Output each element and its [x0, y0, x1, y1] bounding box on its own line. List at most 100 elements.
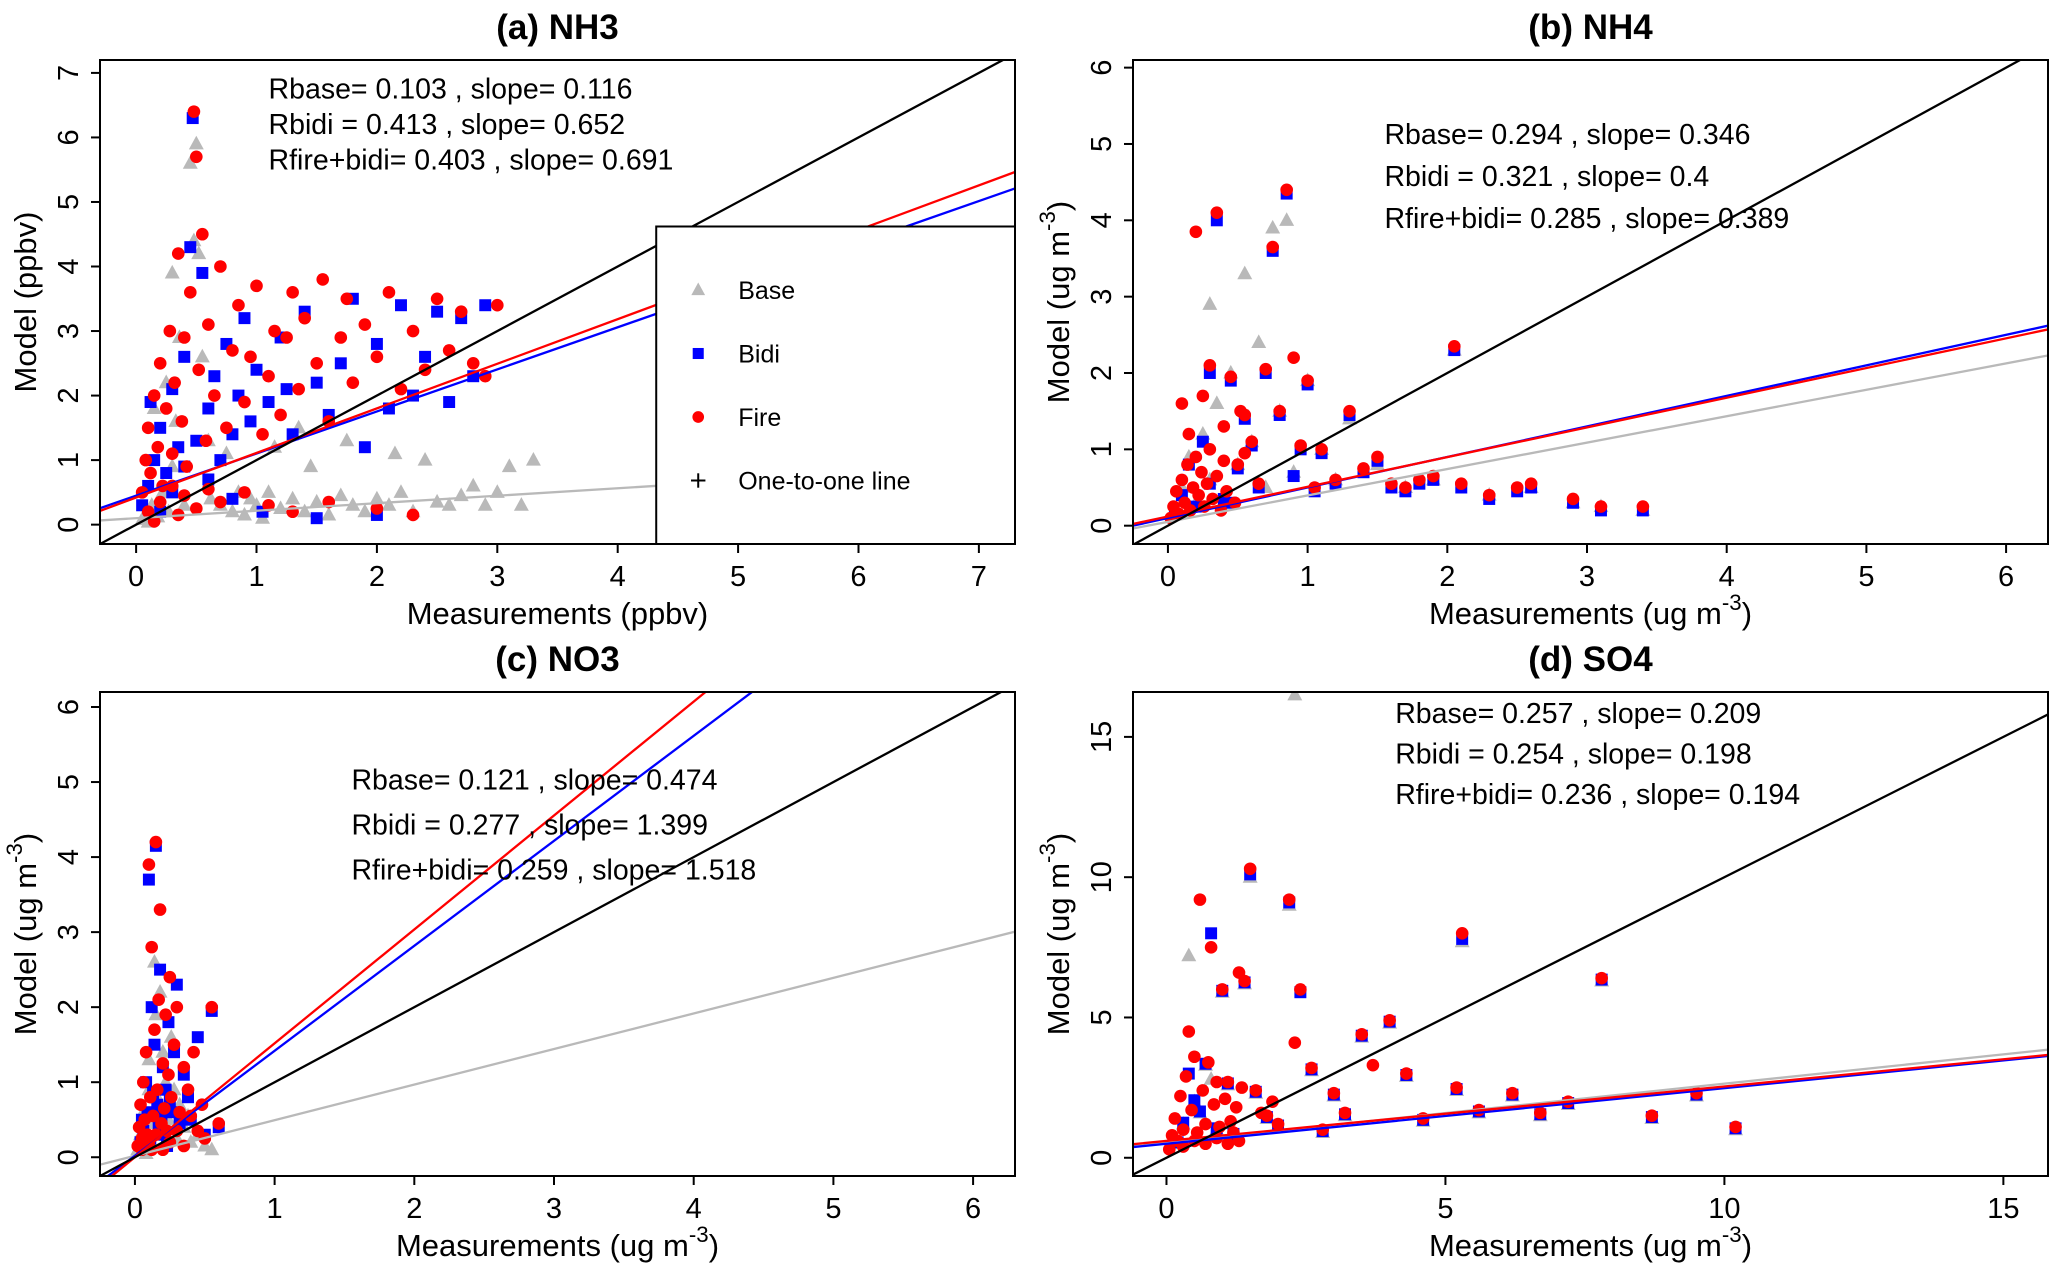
fit-line-base [1133, 354, 2048, 530]
x-tick-label: 4 [1719, 561, 1735, 593]
x-axis: 0 5 10 15 [1158, 1176, 2019, 1225]
x-tick-label: 6 [1998, 561, 2014, 593]
fit-line-one-to-one [1133, 713, 2048, 1176]
x-tick-label: 3 [546, 1193, 562, 1225]
legend-entry-fire: Fire [692, 404, 781, 432]
legend-entry-bidi: Bidi [692, 340, 780, 368]
x-axis: 0 1 2 3 4 5 6 7 [128, 544, 987, 593]
plot-area [100, 60, 1015, 544]
x-tick-label: 2 [406, 1193, 422, 1225]
plot-area [100, 692, 1015, 1176]
y-tick-label: 0 [53, 1149, 85, 1165]
x-tick-label: 6 [850, 561, 866, 593]
y-tick-label: 4 [53, 258, 85, 274]
x-tick-label: 3 [489, 561, 505, 593]
x-tick-label: 1 [267, 1193, 283, 1225]
panel-b: (b) NH4 0 1 2 3 4 5 6 0 1 2 3 4 5 6 Measurements (ug m… [1033, 0, 2066, 632]
x-tick-label: 3 [1579, 561, 1595, 593]
y-tick-label: 1 [53, 1074, 85, 1090]
x-tick-label: 4 [610, 561, 626, 593]
panel-b-title: (b) NH4 [1528, 8, 1653, 47]
fit-line-bidi [1133, 1054, 2048, 1149]
x-tick-label: 0 [1158, 1193, 1174, 1225]
y-tick-label: 6 [53, 699, 85, 715]
panel-a-plot: Base Bidi Fire One-to-one line 0 1 2 3 4 5 6 7 0 1 2 3 4… [8, 59, 1016, 631]
series-fire [1164, 183, 1650, 525]
x-tick-label: 5 [1437, 1193, 1453, 1225]
y-tick-label: 2 [53, 388, 85, 404]
y-tick-label: 0 [53, 517, 85, 533]
x-tick-label: 5 [825, 1193, 841, 1225]
x-tick-label: 1 [1300, 561, 1316, 593]
x-tick-label: 7 [971, 561, 987, 593]
y-tick-label: 2 [53, 999, 85, 1015]
x-tick-label: 6 [965, 1193, 981, 1225]
y-tick-label: 0 [1086, 1150, 1118, 1166]
fit-line-base [100, 930, 1015, 1166]
x-tick-label: 0 [128, 561, 144, 593]
x-axis: 0 1 2 3 4 5 6 [1160, 544, 2014, 593]
panel-a: (a) NH3 Base Bidi Fire One-to-one line 0 1 2 3 4… [0, 0, 1033, 632]
y-tick-label: 1 [1086, 441, 1118, 457]
panel-c-title: (c) NO3 [495, 640, 620, 679]
x-tick-label: 10 [1708, 1193, 1740, 1225]
stats-line: Rfire+bidi= 0.259 , slope= 1.518 [351, 855, 756, 887]
y-tick-label: 0 [1086, 518, 1118, 534]
legend-entry-one-to-one-line: One-to-one line [691, 467, 911, 495]
plot-border [99, 691, 1016, 1177]
x-axis: 0 1 2 3 4 5 6 [127, 1176, 981, 1225]
x-tick-label: 4 [686, 1193, 702, 1225]
y-tick-label: 5 [53, 194, 85, 210]
panel-d-title: (d) SO4 [1528, 640, 1653, 679]
x-tick-label: 5 [730, 561, 746, 593]
y-tick-label: 7 [53, 65, 85, 81]
plot-border [99, 59, 1016, 545]
x-tick-label: 1 [248, 561, 264, 593]
series-fire [135, 105, 504, 528]
plot-border [1132, 59, 2049, 545]
series-base [134, 135, 541, 528]
panel-a-title: (a) NH3 [496, 8, 619, 47]
x-axis-label: Measurements (ug m-3) [396, 1222, 719, 1263]
panel-c: (c) NO3 0 1 2 3 4 5 6 0 1 2 3 4 5 6 Measurements (ug m… [0, 632, 1033, 1264]
y-axis-label: Model (ppbv) [8, 212, 43, 393]
legend-entry-base: Base [691, 277, 795, 305]
y-tick-label: 2 [1086, 365, 1118, 381]
x-tick-label: 5 [1858, 561, 1874, 593]
x-axis-label: Measurements (ug m-3) [1429, 1222, 1752, 1263]
stats-line: Rbase= 0.294 , slope= 0.346 [1384, 119, 1750, 151]
y-axis-label: Model (ug m-3) [2, 833, 43, 1035]
legend-label: Bidi [738, 340, 780, 368]
y-tick-label: 5 [53, 774, 85, 790]
stats-line: Rbidi = 0.277 , slope= 1.399 [351, 810, 708, 842]
legend-label: Base [738, 277, 795, 305]
y-tick-label: 5 [1086, 136, 1118, 152]
y-axis-label: Model (ug m-3) [1035, 201, 1076, 403]
stats-annotation: Rbase= 0.257 , slope= 0.209 Rbidi = 0.254… [1395, 698, 1800, 811]
panel-d: (d) SO4 0 5 10 15 0 5 10 15 Measurements (ug m-3… [1033, 632, 2066, 1264]
x-tick-label: 0 [1160, 561, 1176, 593]
stats-line: Rfire+bidi= 0.285 , slope= 0.389 [1384, 203, 1789, 235]
stats-annotation: Rbase= 0.294 , slope= 0.346 Rbidi = 0.321… [1384, 119, 1789, 235]
y-tick-label: 3 [53, 924, 85, 940]
legend: Base Bidi Fire One-to-one line [655, 225, 1016, 545]
series-bidi [1168, 187, 1649, 521]
triangle-icon [691, 282, 706, 296]
plus-icon [691, 473, 706, 488]
panel-c-plot: 0 1 2 3 4 5 6 0 1 2 3 4 5 6 Measurements (ug m-3) Model… [2, 691, 1016, 1263]
y-tick-label: 10 [1086, 861, 1118, 893]
y-tick-label: 1 [53, 452, 85, 468]
y-tick-label: 4 [1086, 212, 1118, 228]
plot-area [1133, 692, 2048, 1176]
fit-line-one-to-one [1133, 60, 2023, 544]
legend-label: One-to-one line [738, 467, 910, 495]
y-tick-label: 15 [1086, 721, 1118, 753]
y-axis: 0 5 10 15 [1086, 721, 1133, 1166]
panel-b-plot: 0 1 2 3 4 5 6 0 1 2 3 4 5 6 Measurements (ug m-3) Model… [1035, 59, 2049, 631]
y-tick-label: 3 [1086, 289, 1118, 305]
stats-line: Rfire+bidi= 0.236 , slope= 0.194 [1395, 779, 1800, 811]
x-axis-label: Measurements (ug m-3) [1429, 590, 1752, 631]
y-tick-label: 4 [53, 849, 85, 865]
